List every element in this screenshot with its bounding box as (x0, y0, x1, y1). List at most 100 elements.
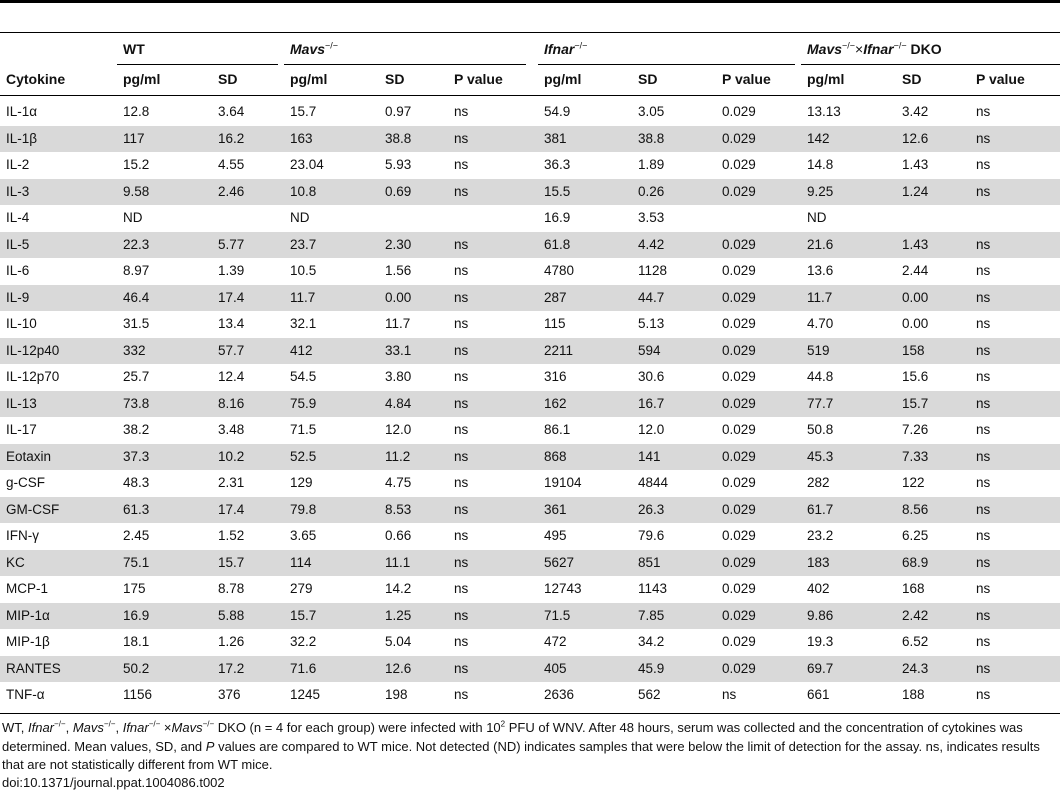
cell-mavs-sd: 14.2 (385, 581, 412, 596)
column-header-mavs-pgml: pg/ml (290, 71, 328, 87)
group-header-wt: WT (123, 41, 145, 57)
cell-ifnar-pvalue: 0.029 (722, 316, 756, 331)
cell-mavs-pgml: 1245 (290, 687, 321, 702)
cell-ifnar-sd: 3.53 (638, 210, 665, 225)
cell-ifnar-pvalue: 0.029 (722, 263, 756, 278)
table-top-border (0, 0, 1060, 3)
cell-ifnar-sd: 5.13 (638, 316, 665, 331)
table-row: IL-2 15.2 4.55 23.04 5.93 ns 36.3 1.89 0.029 14.8… (0, 152, 1060, 179)
cell-mavs-sd: 4.84 (385, 395, 412, 411)
cell-ifnar-sd: 1128 (638, 263, 668, 278)
cell-cytokine: MCP-1 (6, 581, 49, 596)
cell-ifnar-sd: 79.6 (638, 528, 665, 543)
cell-mavs-pvalue: ns (454, 660, 469, 676)
cell-dko-pgml: 14.8 (807, 157, 834, 172)
cell-mavs-pgml: 11.7 (290, 289, 316, 305)
table-row: RANTES 50.2 17.2 71.6 12.6 ns 405 45.9 0.029 69.7… (0, 655, 1060, 682)
cell-ifnar-pgml: 86.1 (544, 422, 571, 437)
cell-cytokine: IL-12p70 (6, 369, 60, 384)
cell-wt-sd: 10.2 (218, 448, 245, 464)
cell-ifnar-pvalue: 0.029 (722, 528, 756, 543)
cell-wt-pgml: 1156 (123, 687, 153, 702)
cell-ifnar-pgml: 36.3 (544, 157, 571, 172)
cell-wt-pgml: 31.5 (123, 316, 150, 331)
cell-dko-pvalue: ns (976, 422, 991, 437)
cell-ifnar-pvalue: 0.029 (722, 395, 756, 411)
cell-ifnar-pvalue: 0.029 (722, 607, 756, 623)
cell-dko-pgml: 13.13 (807, 104, 841, 119)
cell-wt-sd: 1.26 (218, 634, 245, 649)
table-row: Eotaxin 37.3 10.2 52.5 11.2 ns 868 141 0.029 45.3… (0, 443, 1060, 470)
cell-dko-pvalue: ns (976, 528, 991, 543)
cell-wt-sd: 4.55 (218, 157, 245, 172)
table-row: IL-6 8.97 1.39 10.5 1.56 ns 4780 1128 0.029 13.6 2… (0, 258, 1060, 285)
group-rule-ifnar (538, 64, 795, 65)
cell-dko-sd: 6.52 (902, 634, 929, 649)
table-row: IL-12p70 25.7 12.4 54.5 3.80 ns 316 30.6 0.029 44… (0, 364, 1060, 391)
cell-mavs-pgml: 279 (290, 581, 313, 596)
cell-mavs-sd: 33.1 (385, 342, 412, 358)
cell-mavs-pvalue: ns (454, 422, 469, 437)
cell-dko-pvalue: ns (976, 236, 991, 252)
cell-ifnar-sd: 30.6 (638, 369, 665, 384)
cell-mavs-sd: 1.56 (385, 263, 412, 278)
cell-mavs-sd: 8.53 (385, 501, 412, 517)
cell-dko-pgml: 44.8 (807, 369, 834, 384)
group-header-dko: Mavs−/−×Ifnar−/− DKO (807, 40, 942, 57)
cell-wt-pgml: 9.58 (123, 183, 150, 199)
cell-ifnar-sd: 26.3 (638, 501, 665, 517)
cell-ifnar-pvalue: 0.029 (722, 236, 756, 252)
cell-dko-pvalue: ns (976, 369, 991, 384)
cell-dko-pvalue: ns (976, 342, 991, 358)
cell-mavs-sd: 1.25 (385, 607, 412, 623)
cell-mavs-sd: 198 (385, 687, 408, 702)
cell-mavs-pgml: 32.1 (290, 316, 317, 331)
cell-dko-sd: 0.00 (902, 289, 929, 305)
table-row: g-CSF 48.3 2.31 129 4.75 ns 19104 4844 0.029 282 1… (0, 470, 1060, 497)
cell-ifnar-pgml: 71.5 (544, 607, 571, 623)
cell-dko-pvalue: ns (976, 475, 991, 490)
cell-dko-pvalue: ns (976, 634, 991, 649)
cell-mavs-pvalue: ns (454, 607, 469, 623)
cell-mavs-sd: 3.80 (385, 369, 412, 384)
cell-ifnar-sd: 34.2 (638, 634, 665, 649)
cell-mavs-pgml: 163 (290, 130, 313, 146)
cell-mavs-pgml: 10.8 (290, 183, 317, 199)
cell-mavs-pvalue: ns (454, 501, 469, 517)
cell-mavs-sd: 2.30 (385, 236, 412, 252)
cell-ifnar-sd: 1.89 (638, 157, 665, 172)
cell-mavs-pvalue: ns (454, 130, 469, 146)
cell-mavs-pgml: 3.65 (290, 528, 317, 543)
cell-wt-sd: 5.88 (218, 607, 245, 623)
cell-cytokine: IL-6 (6, 263, 30, 278)
cell-wt-pgml: 22.3 (123, 236, 150, 252)
cell-dko-sd: 6.25 (902, 528, 929, 543)
cell-ifnar-pvalue: 0.029 (722, 581, 756, 596)
cell-wt-sd: 1.39 (218, 263, 245, 278)
cell-cytokine: IL-1β (6, 130, 38, 146)
table-row: IL-13 73.8 8.16 75.9 4.84 ns 162 16.7 0.029 77.7 1… (0, 390, 1060, 417)
cell-dko-pgml: 142 (807, 130, 830, 146)
cell-wt-sd: 17.2 (218, 660, 245, 676)
cell-mavs-pgml: 23.04 (290, 157, 324, 172)
cell-dko-pgml: 4.70 (807, 316, 834, 331)
column-header-cytokine: Cytokine (6, 71, 66, 87)
cell-wt-pgml: 37.3 (123, 448, 150, 464)
cell-dko-pgml: 77.7 (807, 395, 834, 411)
cell-mavs-pvalue: ns (454, 183, 469, 199)
cell-ifnar-sd: 12.0 (638, 422, 665, 437)
cell-dko-pvalue: ns (976, 183, 991, 199)
cell-mavs-pvalue: ns (454, 581, 469, 596)
cell-dko-sd: 1.24 (902, 183, 929, 199)
cell-wt-sd: 3.48 (218, 422, 245, 437)
cell-mavs-pgml: 412 (290, 342, 313, 358)
cell-mavs-pgml: 114 (290, 554, 312, 570)
column-header-ifnar-sd: SD (638, 71, 658, 87)
table-row: IL-17 38.2 3.48 71.5 12.0 ns 86.1 12.0 0.029 50.8… (0, 417, 1060, 444)
cell-mavs-pgml: 15.7 (290, 104, 317, 119)
cell-dko-sd: 1.43 (902, 157, 929, 172)
cell-dko-pvalue: ns (976, 130, 991, 146)
cell-ifnar-sd: 4.42 (638, 236, 665, 252)
cell-wt-sd: 12.4 (218, 369, 245, 384)
table-row: IL-12p40 332 57.7 412 33.1 ns 2211 594 0.029 519 1… (0, 337, 1060, 364)
